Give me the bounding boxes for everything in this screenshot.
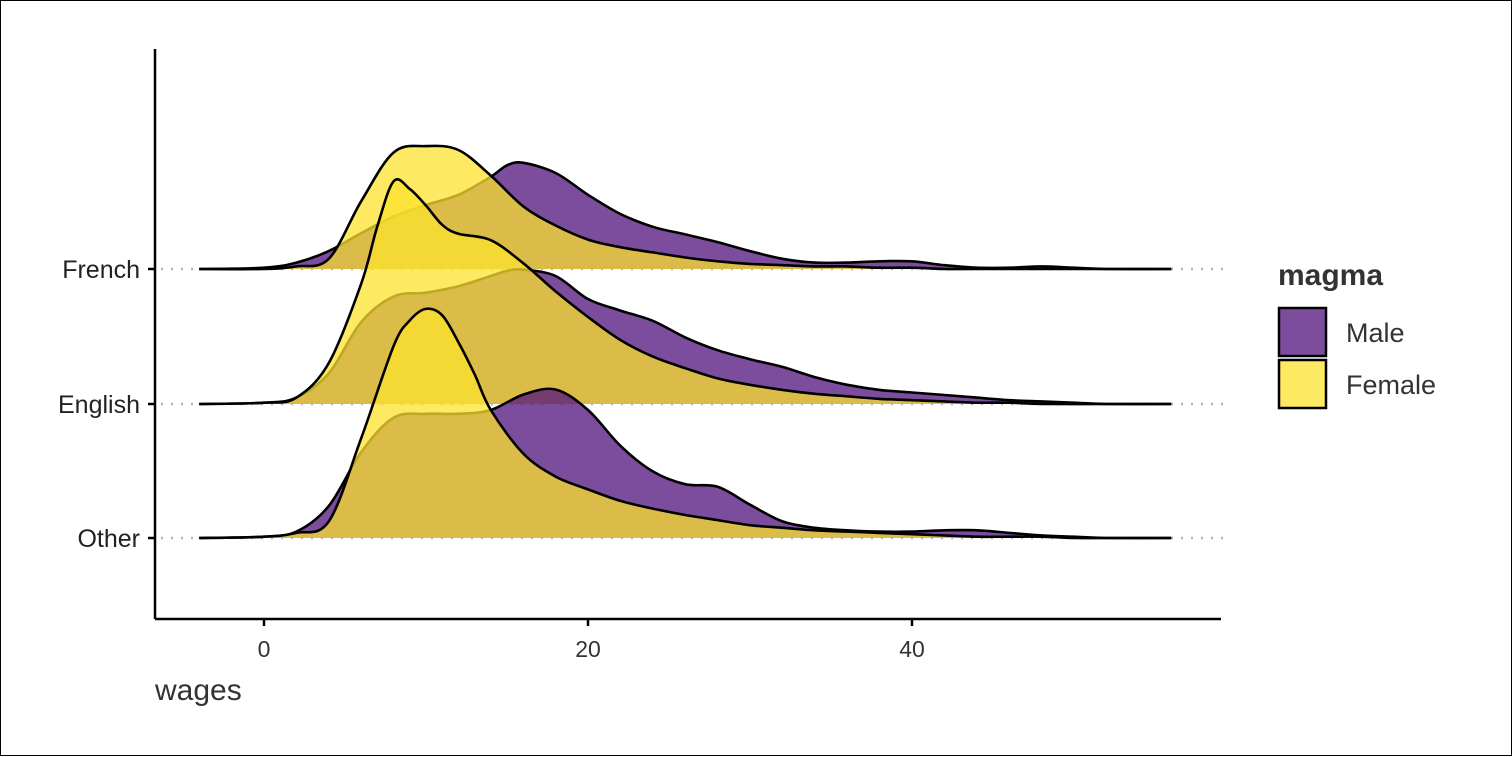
legend-title: magma [1278,259,1383,292]
legend-label-male: Male [1346,318,1405,348]
x-tick-label-40: 40 [899,636,925,662]
y-tick-label-english: English [58,391,140,419]
ridge-line-female-french [199,144,1172,271]
legend-label-female: Female [1346,370,1436,400]
legend: magma Male Female [1277,259,1436,410]
ridge-area-female-english [199,179,1172,405]
y-tick-label-other: Other [77,525,140,553]
ridges-layer [161,144,1223,540]
legend-swatch-male [1277,306,1328,358]
x-axis-title: wages [154,674,242,707]
ridge-line-female-english [199,178,1172,406]
ridge-line-female-other [199,307,1172,540]
x-tick-label-20: 20 [575,636,601,662]
x-tick-label-0: 0 [258,636,271,662]
legend-swatch-female [1277,358,1328,410]
y-tick-label-french: French [62,256,140,284]
axes-layer: French English Other 0 20 40 wages [58,49,1221,707]
ridge-area-female-other [199,308,1172,539]
